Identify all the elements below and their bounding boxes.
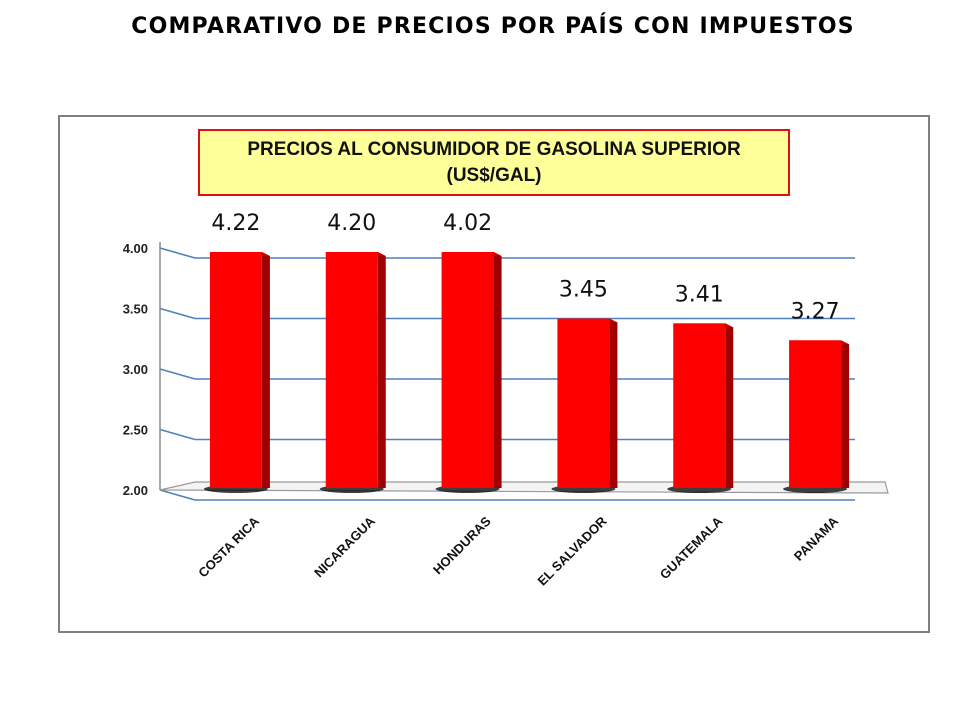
page-title: COMPARATIVO DE PRECIOS POR PAÍS CON IMPU… [131, 14, 855, 39]
data-label: 3.45 [559, 278, 608, 303]
chart-title-box: PRECIOS AL CONSUMIDOR DE GASOLINA SUPERI… [198, 129, 790, 196]
bar-side [725, 323, 734, 488]
chart-title-line-2: (US$/GAL) [446, 165, 542, 186]
data-label: 4.22 [211, 211, 260, 236]
data-label: 3.27 [791, 299, 840, 324]
y-tick-label: 2.50 [123, 423, 148, 438]
y-tick-label: 3.50 [123, 302, 148, 317]
category-label: HONDURAS [430, 513, 494, 577]
gridline-connector [159, 489, 196, 501]
gridline-connector [159, 247, 196, 259]
bar-side [377, 252, 386, 488]
y-tick-label: 2.00 [123, 483, 148, 498]
bar [789, 340, 842, 488]
bar [441, 252, 494, 488]
data-label: 4.20 [327, 211, 376, 236]
bar-side [609, 318, 618, 488]
category-label: GUATEMALA [657, 513, 726, 582]
gridline-connector [159, 368, 196, 380]
bar [209, 252, 262, 488]
y-tick-label: 3.00 [123, 362, 148, 377]
bar-side [261, 252, 270, 488]
bar-side [841, 340, 850, 488]
bar-side [493, 252, 502, 488]
category-label: NICARAGUA [311, 513, 378, 580]
y-tick-label: 4.00 [123, 241, 148, 256]
chart-title-line-1: PRECIOS AL CONSUMIDOR DE GASOLINA SUPERI… [247, 139, 741, 160]
gridline-connector [159, 307, 196, 320]
category-label: PANAMA [791, 513, 842, 564]
data-label: 4.02 [443, 211, 492, 236]
category-label: COSTA RICA [195, 513, 262, 580]
category-label: EL SALVADOR [535, 513, 610, 588]
bar [557, 318, 610, 488]
gridline-connector [159, 428, 196, 441]
data-label: 3.41 [675, 282, 724, 307]
bar [673, 323, 726, 488]
bar [325, 252, 378, 488]
